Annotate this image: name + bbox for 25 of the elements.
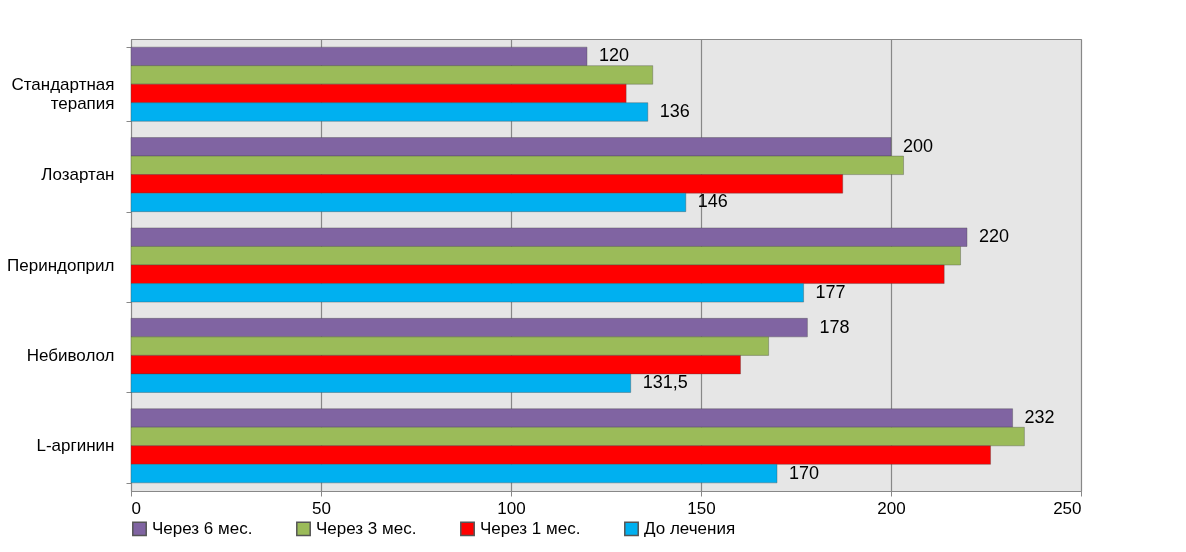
y-tick-label: Стандартная терапия xyxy=(11,74,115,113)
data-label: 120 xyxy=(599,45,630,66)
data-label: 131,5 xyxy=(642,372,688,393)
y-tick-label: Периндоприл xyxy=(7,255,115,275)
legend-label: Через 6 мес. xyxy=(152,518,253,538)
data-label: 146 xyxy=(697,191,728,212)
data-label: 178 xyxy=(819,316,850,337)
legend-label: До лечения xyxy=(644,518,736,538)
data-label: 177 xyxy=(815,281,846,302)
data-label: 232 xyxy=(1024,407,1055,427)
data-label: 220 xyxy=(979,226,1010,247)
data-label: 170 xyxy=(789,462,820,483)
data-label: 200 xyxy=(903,135,934,156)
y-tick-label: L-аргинин xyxy=(36,436,115,456)
legend-label: Через 3 мес. xyxy=(316,518,417,538)
x-tick-label: 250 xyxy=(1053,498,1082,518)
x-tick-label: 100 xyxy=(497,498,526,518)
legend-label: Через 1 мес. xyxy=(480,518,581,538)
y-tick-label: Лозартан xyxy=(41,165,115,185)
x-tick-label: 0 xyxy=(131,498,141,518)
data-label: 136 xyxy=(659,101,690,121)
x-tick-label: 150 xyxy=(687,498,716,518)
y-tick-label: Небиволол xyxy=(26,345,115,365)
x-tick-label: 200 xyxy=(877,498,906,518)
x-tick-label: 50 xyxy=(312,498,331,518)
